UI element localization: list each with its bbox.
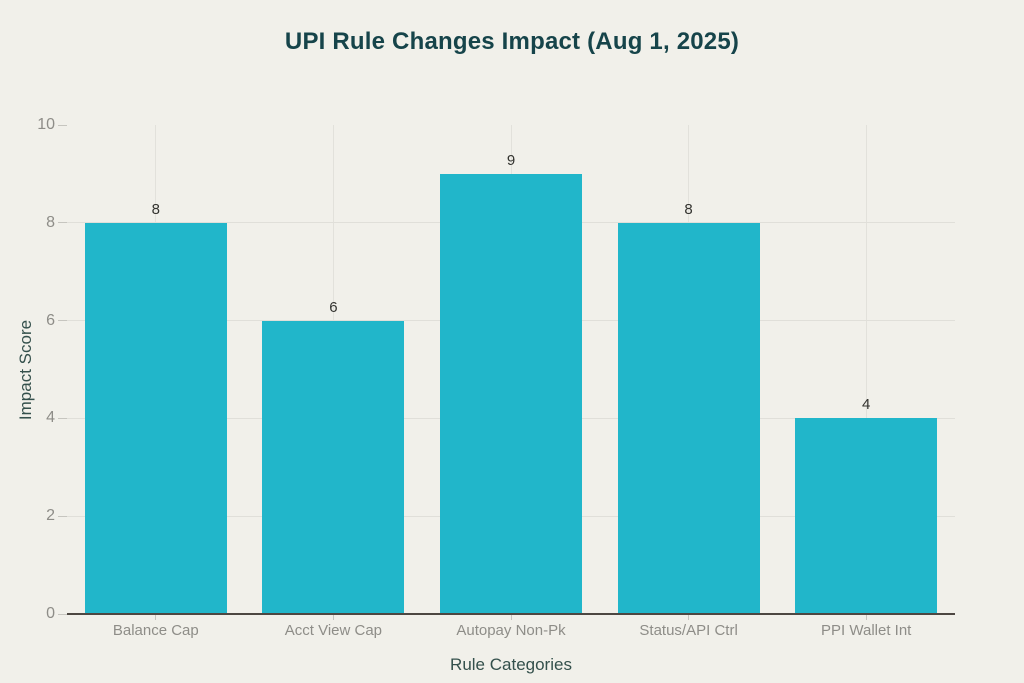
x-axis-category-label: Status/API Ctrl xyxy=(639,622,738,639)
vertical-gridline xyxy=(865,125,867,614)
bar-balance-cap xyxy=(84,222,227,614)
bar-autopay-non-pk xyxy=(440,173,582,614)
y-axis-tick-label: 4 xyxy=(46,409,55,427)
y-axis-tick xyxy=(58,417,67,419)
x-axis-tick xyxy=(688,615,690,620)
y-axis-label: Impact Score xyxy=(16,319,35,421)
y-axis-tick xyxy=(58,613,67,615)
y-axis-tick xyxy=(58,515,67,517)
bar-ppi-wallet-int xyxy=(795,418,938,614)
y-axis-tick-label: 6 xyxy=(46,311,55,329)
bar-acct-view-cap xyxy=(262,320,405,614)
bar-value-label: 6 xyxy=(329,298,338,316)
bar-value-label: 8 xyxy=(684,200,693,218)
y-axis-tick-label: 10 xyxy=(37,116,55,133)
y-axis-tick xyxy=(58,222,67,224)
bar-value-label: 8 xyxy=(151,200,160,218)
y-axis-tick-label: 8 xyxy=(46,213,55,231)
chart-title: UPI Rule Changes Impact (Aug 1, 2025) xyxy=(284,28,740,55)
x-axis-tick xyxy=(332,615,334,620)
bar-status-api-ctrl xyxy=(617,222,760,614)
x-axis-category-label: Acct View Cap xyxy=(284,622,383,639)
x-axis-tick xyxy=(865,615,867,620)
x-axis-category-label: PPI Wallet Int xyxy=(821,622,912,639)
bar-value-label: 9 xyxy=(506,151,516,169)
x-axis-category-label: Autopay Non-Pk xyxy=(456,622,566,639)
bar-value-label: 4 xyxy=(862,396,871,414)
x-axis-category-label: Balance Cap xyxy=(112,622,199,639)
x-axis-label: Rule Categories xyxy=(450,655,572,674)
y-axis-tick-label: 2 xyxy=(46,507,55,525)
y-axis-tick xyxy=(58,124,67,126)
x-axis-line xyxy=(67,613,955,615)
y-axis-tick-label: 0 xyxy=(46,605,55,622)
x-axis-tick xyxy=(155,615,157,620)
y-axis-tick xyxy=(58,320,67,322)
x-axis-tick xyxy=(510,615,512,620)
